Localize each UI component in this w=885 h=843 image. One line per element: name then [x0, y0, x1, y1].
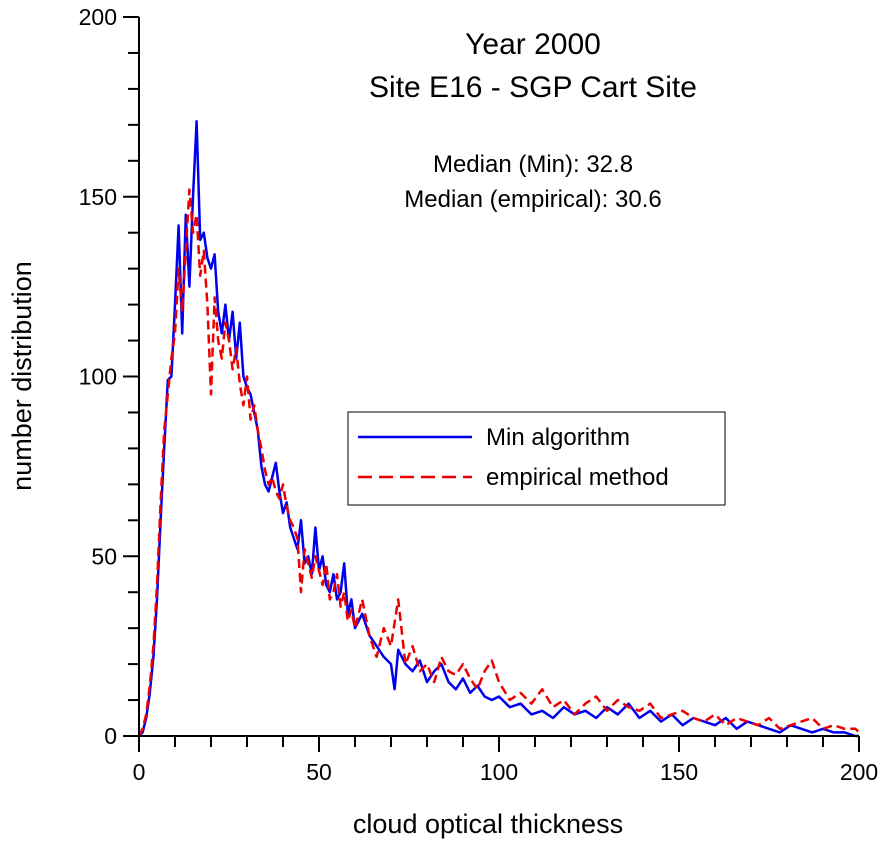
x-tick-label: 0 — [133, 759, 146, 785]
x-axis-label: cloud optical thickness — [353, 809, 623, 839]
y-tick-label: 0 — [104, 723, 117, 749]
series-line-min-algorithm — [138, 120, 859, 738]
x-tick-label: 100 — [480, 759, 518, 785]
y-axis-label: number distribution — [7, 261, 37, 491]
annotation-median-empirical: Median (empirical): 30.6 — [404, 186, 661, 213]
series-line-empirical-method — [137, 188, 860, 737]
y-tick-label: 200 — [79, 4, 117, 30]
y-tick-label: 100 — [79, 364, 117, 390]
legend: Min algorithm empirical method — [347, 411, 726, 506]
axes: 0 50 100 150 200 0 50 100 150 200 — [79, 4, 879, 785]
y-tick-label: 50 — [91, 543, 117, 569]
y-tick-label: 150 — [79, 184, 117, 210]
annotation-median-min: Median (Min): 32.8 — [433, 151, 633, 178]
chart-title: Year 2000 — [465, 28, 601, 61]
legend-label-empirical-method: empirical method — [486, 464, 669, 491]
legend-label-min-algorithm: Min algorithm — [486, 424, 630, 451]
chart-subtitle: Site E16 - SGP Cart Site — [369, 71, 697, 104]
plot-area — [137, 120, 860, 738]
x-tick-label: 200 — [840, 759, 878, 785]
legend-box — [347, 411, 726, 506]
x-tick-label: 50 — [306, 759, 332, 785]
x-tick-label: 150 — [660, 759, 698, 785]
